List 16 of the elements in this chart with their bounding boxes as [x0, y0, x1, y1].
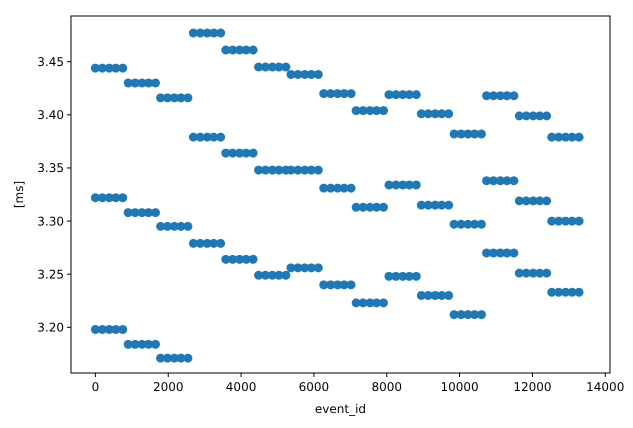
y-tick-label: 3.25	[37, 267, 64, 282]
y-tick-label: 3.45	[37, 54, 64, 69]
x-tick-label: 6000	[298, 380, 330, 394]
y-tick-label: 3.35	[37, 161, 64, 176]
x-tick-label: 2000	[152, 380, 184, 394]
x-axis-title: event_id	[314, 402, 366, 416]
y-tick-label: 3.30	[37, 214, 64, 228]
x-tick-label: 10000	[440, 380, 479, 394]
x-tick-label: 0	[92, 380, 100, 394]
x-tick-label: 14000	[586, 380, 624, 394]
y-tick-label: 3.40	[37, 108, 64, 122]
x-tick-label: 12000	[513, 380, 552, 394]
y-tick-label: 3.20	[37, 320, 64, 335]
x-tick-label: 4000	[226, 380, 256, 394]
x-tick-label: 8000	[371, 380, 402, 394]
y-axis-title: [ms]	[12, 180, 26, 208]
